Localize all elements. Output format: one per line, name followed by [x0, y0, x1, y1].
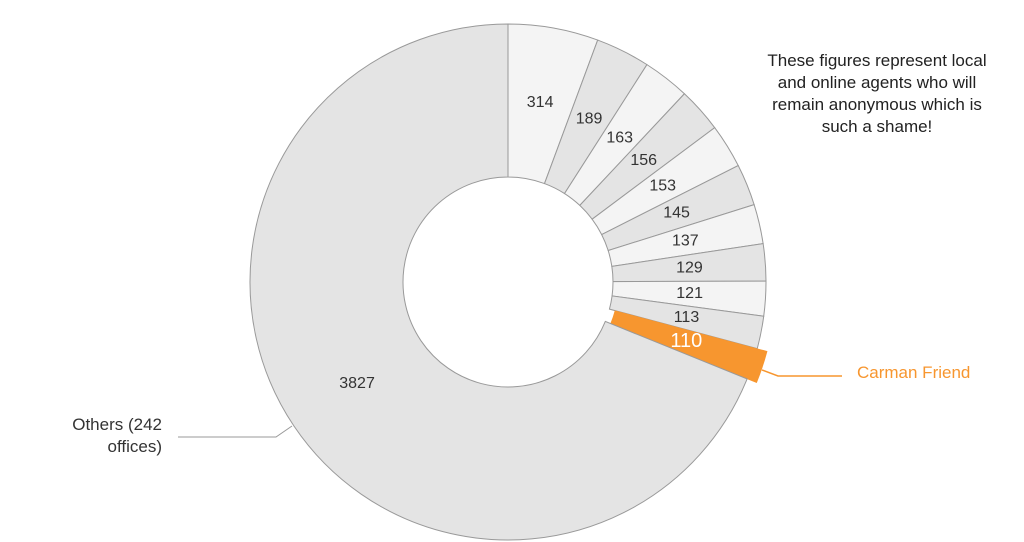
value-label: 189	[576, 110, 603, 127]
value-label: 163	[606, 130, 633, 147]
value-label: 137	[672, 232, 699, 249]
leader-line	[178, 425, 293, 438]
category-label: Carman Friend	[857, 363, 971, 382]
value-label: 314	[527, 94, 554, 111]
value-label: 153	[649, 177, 676, 194]
slice	[249, 23, 748, 541]
value-label: 110	[670, 330, 702, 352]
value-label: 3827	[339, 375, 375, 392]
value-label: 113	[674, 309, 700, 326]
slice	[608, 295, 765, 350]
value-label: 156	[630, 152, 657, 169]
value-label: 145	[663, 205, 690, 222]
annotation: These figures represent local and online…	[767, 51, 987, 136]
category-label: Others (242 offices)	[72, 415, 162, 456]
value-label: 121	[676, 285, 703, 302]
value-label: 129	[676, 259, 703, 276]
leader-line	[761, 369, 842, 377]
